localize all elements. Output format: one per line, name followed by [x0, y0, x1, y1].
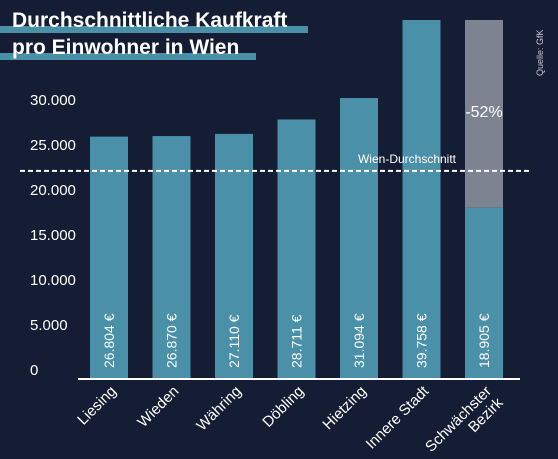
- bar-wieden: [152, 136, 191, 378]
- reduction-percent-label: -52%: [465, 104, 502, 121]
- value-label: 26.870 €: [164, 313, 180, 368]
- title-accent-band-2: [0, 53, 256, 60]
- title-accent-band-1: [0, 26, 308, 33]
- value-label: 31.094 €: [351, 313, 367, 368]
- x-category-label: SchwächsterBezirk: [422, 382, 507, 459]
- reduction-box: [465, 20, 503, 208]
- bar-innere-stadt: [402, 20, 441, 378]
- y-tick-label: 30.000: [30, 92, 76, 109]
- y-tick-label: 20.000: [30, 182, 76, 199]
- bar-hietzing: [340, 98, 378, 379]
- x-category-label: Liesing: [74, 383, 120, 429]
- value-label: 28.711 €: [289, 314, 305, 368]
- x-category-label: Döbling: [259, 383, 307, 431]
- y-tick-label: 15.000: [30, 227, 76, 244]
- y-tick-label: 25.000: [30, 137, 76, 154]
- bar-währing: [215, 133, 253, 378]
- y-tick-label: 10.000: [30, 272, 76, 289]
- bar-döbling: [277, 119, 316, 378]
- x-category-label: Hietzing: [319, 383, 369, 433]
- value-label: 39.758 €: [414, 313, 430, 368]
- value-label: 26.804 €: [101, 313, 117, 368]
- x-category-label: Wieden: [134, 383, 182, 431]
- y-tick-label: 5.000: [30, 317, 68, 334]
- y-tick-label: 0: [30, 362, 38, 379]
- chart-title-line-2: pro Einwohner in Wien: [12, 36, 240, 59]
- bar-schwächster-bezirk: [465, 207, 503, 378]
- average-reference-label: Wien-Durchschnitt: [358, 152, 457, 166]
- bar-liesing: [90, 136, 128, 378]
- value-label: 27.110 €: [226, 314, 242, 368]
- x-category-label: Währing: [193, 383, 245, 435]
- chart-title-line-1: Durchschnittliche Kaufkraft: [12, 9, 288, 32]
- value-label: 18.905 €: [476, 313, 492, 368]
